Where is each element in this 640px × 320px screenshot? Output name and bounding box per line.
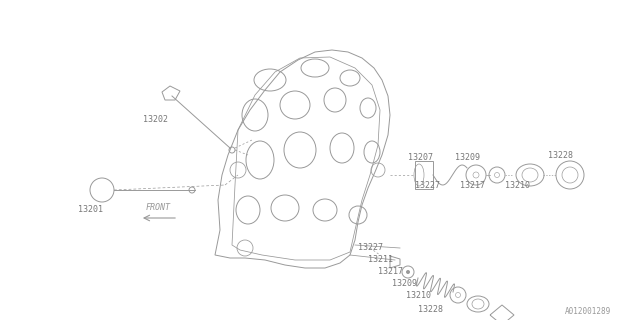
Text: 13202: 13202 [143, 116, 168, 124]
Text: FRONT: FRONT [145, 204, 170, 212]
Text: 13209: 13209 [455, 154, 480, 163]
Text: 13209: 13209 [392, 278, 417, 287]
Text: 13210: 13210 [406, 292, 431, 300]
Text: 13227: 13227 [358, 244, 383, 252]
Circle shape [406, 270, 410, 274]
Text: 13227: 13227 [415, 180, 440, 189]
Text: 13217: 13217 [460, 180, 485, 189]
Text: 13211: 13211 [368, 255, 393, 265]
Text: 13217: 13217 [378, 268, 403, 276]
Text: 13207: 13207 [408, 154, 433, 163]
Text: A012001289: A012001289 [565, 308, 611, 316]
Text: 13201: 13201 [78, 205, 103, 214]
Text: 13228: 13228 [548, 150, 573, 159]
Text: 13228: 13228 [418, 306, 443, 315]
Text: 13210: 13210 [505, 180, 530, 189]
